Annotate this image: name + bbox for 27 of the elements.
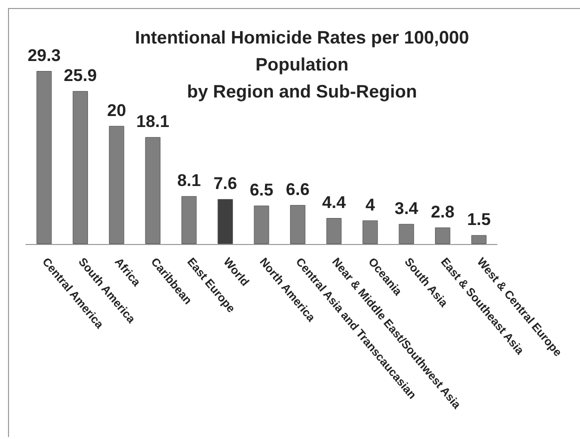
chart-title: Intentional Homicide Rates per 100,000 Population by Region and Sub-Region [134, 28, 470, 102]
data-label: 6.6 [286, 180, 310, 200]
data-label: 20 [107, 100, 126, 120]
bar [362, 220, 378, 244]
data-label: 8.1 [177, 171, 201, 190]
bar [471, 235, 486, 244]
bar [398, 224, 414, 244]
data-label: 7.6 [213, 174, 238, 194]
bar [218, 199, 233, 244]
bar [254, 206, 270, 244]
data-label: 1.5 [467, 210, 491, 230]
data-label: 25.9 [64, 66, 97, 86]
bar [108, 126, 124, 244]
bar [145, 137, 160, 244]
data-label: 18.1 [136, 112, 170, 132]
bar [326, 218, 342, 244]
data-label: 4 [365, 195, 376, 214]
data-label: 3.4 [394, 198, 419, 218]
data-label: 6.5 [250, 180, 274, 200]
data-label: 2.8 [430, 202, 454, 222]
data-label: 29.3 [28, 46, 61, 65]
data-label: 4.4 [322, 193, 346, 212]
bar [290, 205, 306, 244]
bar [181, 196, 197, 244]
bar [72, 91, 88, 244]
bar [36, 71, 52, 244]
bar [435, 227, 450, 244]
